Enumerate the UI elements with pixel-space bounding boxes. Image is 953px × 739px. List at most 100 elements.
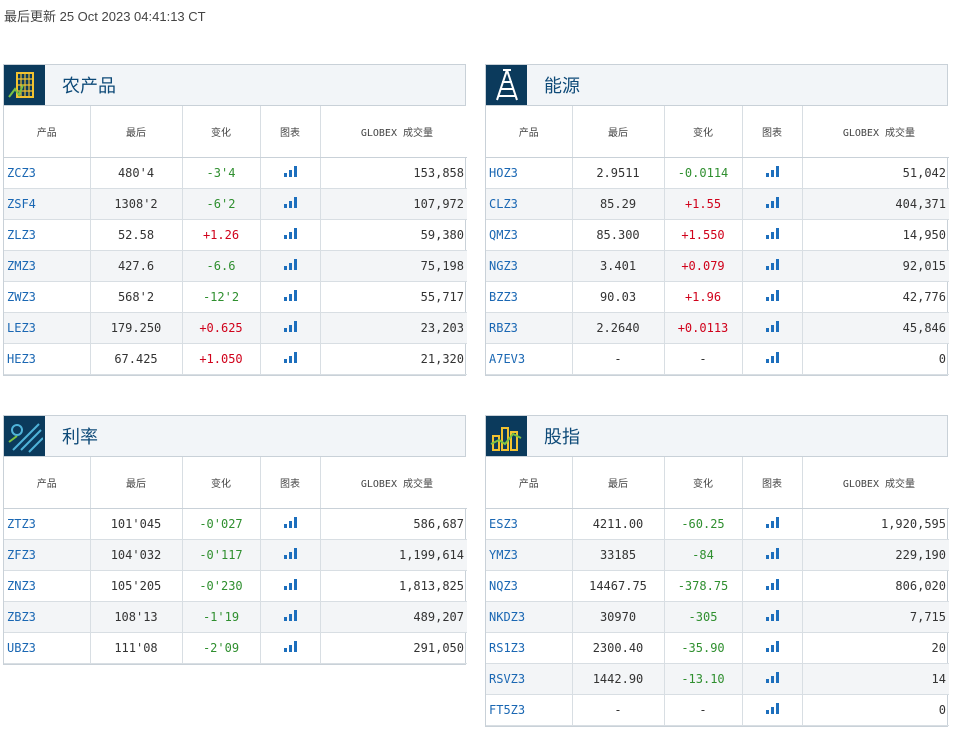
bar-chart-icon[interactable] xyxy=(765,196,779,208)
panel-title[interactable]: 能源 xyxy=(544,76,580,97)
globex-volume: 55,717 xyxy=(320,281,467,313)
product-symbol-link[interactable]: CLZ3 xyxy=(486,188,573,220)
product-symbol-link[interactable]: ZNZ3 xyxy=(4,570,91,602)
globex-volume: 0 xyxy=(802,343,949,375)
product-symbol-link[interactable]: ZCZ3 xyxy=(4,157,91,189)
bar-chart-icon[interactable] xyxy=(283,640,297,652)
column-header-chart: 图表 xyxy=(742,106,803,158)
chart-cell xyxy=(742,157,803,189)
table-row: HEZ3 67.425 +1.050 21,320 xyxy=(4,343,467,375)
product-symbol-link[interactable]: NKDZ3 xyxy=(486,601,573,633)
product-symbol-link[interactable]: LEZ3 xyxy=(4,312,91,344)
bar-chart-icon[interactable] xyxy=(765,351,779,363)
product-symbol-link[interactable]: ZWZ3 xyxy=(4,281,91,313)
table-row: CLZ3 85.29 +1.55 404,371 xyxy=(486,188,949,220)
table-row: UBZ3 111'08 -2'09 291,050 xyxy=(4,632,467,664)
table-row: ZSF4 1308'2 -6'2 107,972 xyxy=(4,188,467,220)
chart-cell xyxy=(742,188,803,220)
bar-chart-icon[interactable] xyxy=(765,165,779,177)
bar-chart-icon[interactable] xyxy=(765,640,779,652)
product-symbol-link[interactable]: QMZ3 xyxy=(486,219,573,251)
column-header-chart: 图表 xyxy=(260,106,321,158)
last-price: 427.6 xyxy=(90,250,183,282)
last-price: 90.03 xyxy=(572,281,665,313)
chart-cell xyxy=(260,632,321,664)
chart-cell xyxy=(260,219,321,251)
product-symbol-link[interactable]: UBZ3 xyxy=(4,632,91,664)
panel-title[interactable]: 农产品 xyxy=(62,76,116,97)
product-symbol-link[interactable]: NQZ3 xyxy=(486,570,573,602)
last-price: 568'2 xyxy=(90,281,183,313)
product-symbol-link[interactable]: HEZ3 xyxy=(4,343,91,375)
product-symbol-link[interactable]: RSVZ3 xyxy=(486,663,573,695)
last-price: 108'13 xyxy=(90,601,183,633)
product-symbol-link[interactable]: NGZ3 xyxy=(486,250,573,282)
globex-volume: 20 xyxy=(802,632,949,664)
globex-volume: 1,199,614 xyxy=(320,539,467,571)
table-row: NQZ3 14467.75 -378.75 806,020 xyxy=(486,570,949,602)
bar-chart-icon[interactable] xyxy=(765,227,779,239)
globex-volume: 229,190 xyxy=(802,539,949,571)
last-price: 52.58 xyxy=(90,219,183,251)
price-change: -2'09 xyxy=(182,632,261,664)
bar-chart-icon[interactable] xyxy=(765,702,779,714)
product-symbol-link[interactable]: BZZ3 xyxy=(486,281,573,313)
agriculture-panel: 农产品 产品 最后 变化 图表 GLOBEX 成交量 ZCZ3 480'4 -3'4 153,85… xyxy=(3,64,467,376)
bar-chart-icon[interactable] xyxy=(765,609,779,621)
bar-chart-icon[interactable] xyxy=(283,196,297,208)
bar-chart-icon[interactable] xyxy=(283,289,297,301)
bar-chart-icon[interactable] xyxy=(765,289,779,301)
quotes-table: 产品 最后 变化 图表 GLOBEX 成交量 ZTZ3 101'045 -0'027 586,6… xyxy=(4,457,467,664)
panel-header: 农产品 xyxy=(4,65,465,106)
bar-chart-icon[interactable] xyxy=(283,258,297,270)
bar-chart-icon[interactable] xyxy=(283,547,297,559)
product-symbol-link[interactable]: ZFZ3 xyxy=(4,539,91,571)
bar-chart-icon[interactable] xyxy=(283,165,297,177)
bar-chart-icon[interactable] xyxy=(765,671,779,683)
chart-cell xyxy=(742,343,803,375)
column-header-product: 产品 xyxy=(486,106,573,158)
quotes-table: 产品 最后 变化 图表 GLOBEX 成交量 ESZ3 4211.00 -60.25 1,920… xyxy=(486,457,949,726)
product-symbol-link[interactable]: A7EV3 xyxy=(486,343,573,375)
panel-title[interactable]: 股指 xyxy=(544,427,580,448)
bar-chart-icon[interactable] xyxy=(283,578,297,590)
panel-header: 股指 xyxy=(486,416,947,457)
table-row: ZMZ3 427.6 -6.6 75,198 xyxy=(4,250,467,282)
table-row: YMZ3 33185 -84 229,190 xyxy=(486,539,949,571)
last-price: 3.401 xyxy=(572,250,665,282)
product-symbol-link[interactable]: RS1Z3 xyxy=(486,632,573,664)
column-header-globex-volume: GLOBEX 成交量 xyxy=(802,106,949,158)
last-price: 4211.00 xyxy=(572,508,665,540)
product-symbol-link[interactable]: ZSF4 xyxy=(4,188,91,220)
column-header-chart: 图表 xyxy=(260,457,321,509)
bar-chart-icon[interactable] xyxy=(283,609,297,621)
column-header-change: 变化 xyxy=(182,106,261,158)
bar-chart-icon[interactable] xyxy=(765,516,779,528)
bar-chart-icon[interactable] xyxy=(765,258,779,270)
product-symbol-link[interactable]: ZMZ3 xyxy=(4,250,91,282)
bar-chart-icon[interactable] xyxy=(765,547,779,559)
product-symbol-link[interactable]: ZTZ3 xyxy=(4,508,91,540)
product-symbol-link[interactable]: RBZ3 xyxy=(486,312,573,344)
chart-cell xyxy=(742,570,803,602)
bar-chart-icon[interactable] xyxy=(765,578,779,590)
product-symbol-link[interactable]: ESZ3 xyxy=(486,508,573,540)
bar-chart-icon[interactable] xyxy=(283,351,297,363)
bar-chart-icon[interactable] xyxy=(283,227,297,239)
table-row: NGZ3 3.401 +0.079 92,015 xyxy=(486,250,949,282)
bar-chart-icon[interactable] xyxy=(765,320,779,332)
price-change: -378.75 xyxy=(664,570,743,602)
product-symbol-link[interactable]: YMZ3 xyxy=(486,539,573,571)
last-price: - xyxy=(572,694,665,726)
agriculture-icon xyxy=(4,65,45,105)
product-symbol-link[interactable]: HOZ3 xyxy=(486,157,573,189)
product-symbol-link[interactable]: FT5Z3 xyxy=(486,694,573,726)
product-symbol-link[interactable]: ZLZ3 xyxy=(4,219,91,251)
product-symbol-link[interactable]: ZBZ3 xyxy=(4,601,91,633)
column-header-change: 变化 xyxy=(664,106,743,158)
globex-volume: 59,380 xyxy=(320,219,467,251)
bar-chart-icon[interactable] xyxy=(283,516,297,528)
table-row: ESZ3 4211.00 -60.25 1,920,595 xyxy=(486,508,949,540)
bar-chart-icon[interactable] xyxy=(283,320,297,332)
panel-title[interactable]: 利率 xyxy=(62,427,98,448)
